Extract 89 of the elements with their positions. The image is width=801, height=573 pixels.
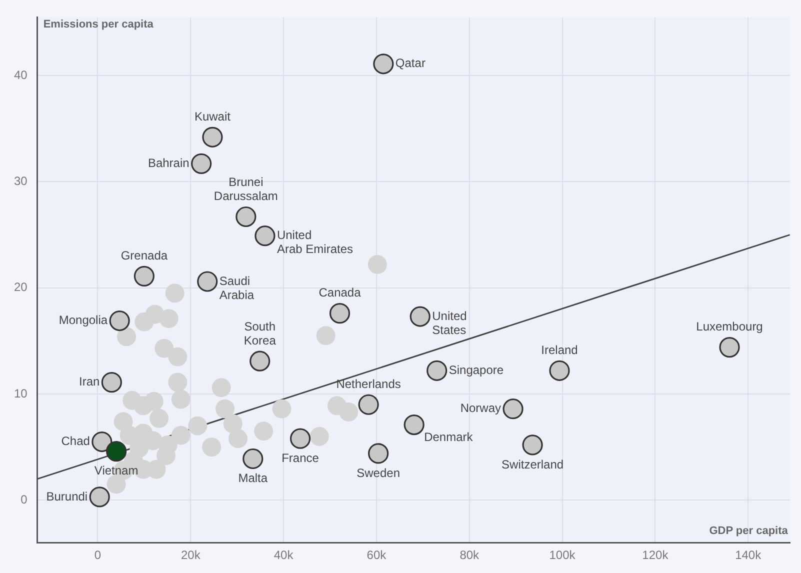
point [216, 399, 235, 418]
annotation: Singapore [448, 362, 504, 377]
point [339, 402, 358, 422]
x-tick-label: 20k [180, 548, 202, 562]
point [426, 360, 448, 381]
point [368, 443, 389, 464]
point [368, 255, 387, 274]
point [106, 474, 126, 494]
y-tick-label: 0 [20, 492, 28, 506]
point [188, 416, 208, 436]
point [719, 337, 740, 358]
point [502, 398, 524, 420]
annotation: United Arab Emirates [276, 228, 354, 256]
point [228, 429, 248, 448]
annotation: Luxembourg [696, 320, 763, 334]
point [134, 312, 154, 332]
annotation: Denmark [424, 430, 474, 444]
annotation: Iran [78, 374, 100, 389]
point [168, 347, 188, 366]
annotation: Qatar [395, 56, 426, 70]
point [154, 338, 174, 358]
point [373, 54, 394, 74]
x-tick-label: 40k [274, 548, 294, 562]
annotation: United States [432, 308, 467, 337]
annotation: South Korea [244, 319, 276, 348]
point [191, 153, 212, 174]
annotation: Sweden [356, 466, 400, 480]
annotation: Grenada [120, 248, 168, 262]
x-tick-label: 80k [460, 548, 480, 562]
y-axis-title: Emissions per capita [43, 18, 154, 31]
point [171, 426, 190, 445]
point [144, 392, 164, 411]
annotation: Burundi [46, 489, 88, 504]
y-tick-label: 20 [14, 280, 28, 294]
annotation: Brunei Darussalam [214, 175, 278, 204]
point [106, 441, 127, 462]
point [316, 326, 336, 346]
point [290, 428, 311, 449]
point [202, 126, 223, 148]
annotation: Saudi Arabia [219, 274, 254, 302]
point [89, 486, 110, 508]
point [310, 426, 329, 446]
point [223, 414, 242, 434]
annotation: Malta [238, 471, 268, 486]
point [109, 310, 130, 332]
point [254, 422, 274, 441]
point [410, 306, 430, 327]
point [329, 303, 350, 324]
annotation: Canada [318, 286, 362, 300]
x-tick-label: 100k [549, 548, 576, 562]
point [549, 360, 570, 381]
y-tick-label: 40 [14, 68, 28, 82]
point [168, 372, 188, 392]
point [202, 438, 222, 457]
point [171, 390, 190, 409]
point [358, 394, 379, 415]
annotation: Mongolia [58, 313, 108, 328]
y-tick-label: 10 [14, 386, 28, 400]
annotation: Vietnam [94, 464, 138, 478]
point [117, 327, 136, 346]
point [254, 226, 276, 246]
point [165, 284, 184, 303]
point [404, 414, 424, 436]
x-tick-label: 120k [642, 548, 670, 562]
point [101, 372, 122, 393]
point [242, 448, 264, 470]
point [150, 408, 169, 428]
point [212, 378, 231, 398]
x-axis-title: GDP per capita [709, 525, 789, 538]
x-tick-label: 60k [366, 548, 388, 562]
x-tick-label: 0 [94, 548, 102, 562]
point [197, 271, 218, 292]
annotation: Norway [460, 401, 502, 416]
point [92, 431, 112, 452]
annotation: Ireland [541, 342, 578, 357]
point [134, 266, 154, 286]
point [159, 309, 178, 328]
annotation: Switzerland [502, 457, 564, 472]
annotation: Chad [61, 434, 90, 448]
x-tick-label: 140k [735, 548, 762, 562]
point [272, 399, 292, 418]
annotation: Bahrain [148, 156, 190, 170]
annotation: Kuwait [194, 109, 232, 124]
y-tick-label: 30 [14, 174, 28, 188]
point [522, 434, 543, 456]
point [236, 206, 256, 228]
annotation: France [282, 450, 320, 465]
annotation: Netherlands [336, 376, 401, 391]
point [250, 350, 270, 372]
